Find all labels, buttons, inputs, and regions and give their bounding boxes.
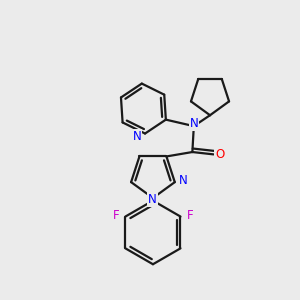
Text: F: F [187,208,193,222]
Text: N: N [190,117,198,130]
Text: N: N [132,130,141,143]
Text: F: F [113,208,119,222]
Text: O: O [215,148,225,161]
Text: N: N [179,174,188,187]
Text: N: N [148,193,157,206]
